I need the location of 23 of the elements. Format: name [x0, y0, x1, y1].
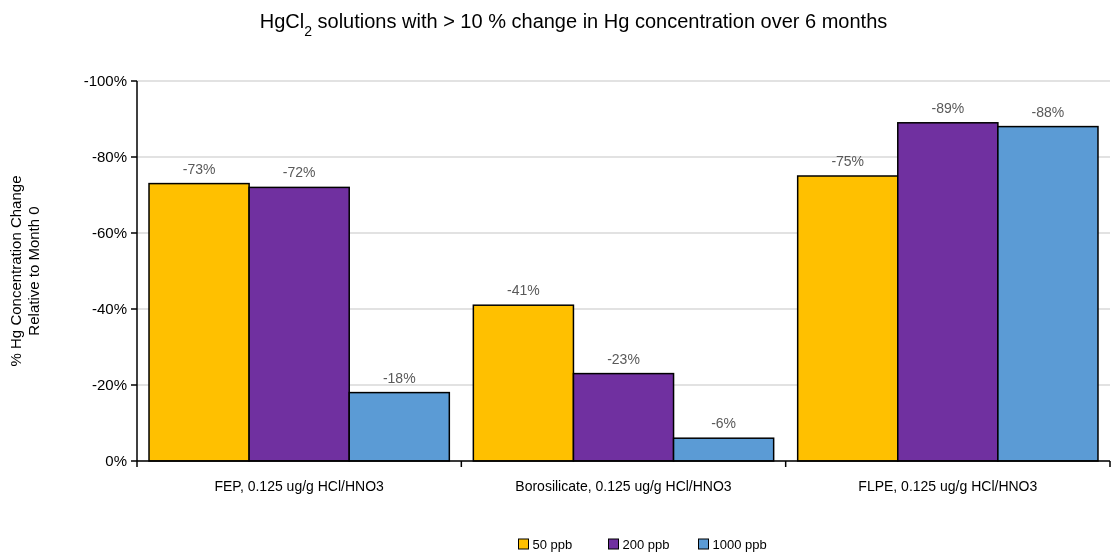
y-tick-label: 0%	[105, 452, 127, 470]
x-tick-label: FEP, 0.125 ug/g HCl/HNO3	[214, 478, 385, 494]
y-tick-label: -40%	[91, 300, 127, 318]
data-label: -18%	[382, 369, 416, 386]
y-tick-label: -80%	[91, 148, 127, 166]
x-tick-label: Borosilicate, 0.125 ug/g HCl/HNO3	[515, 478, 732, 494]
x-tick-label: FLPE, 0.125 ug/g HCl/HNO3	[858, 478, 1038, 494]
legend-label: 1000 ppb	[712, 536, 767, 552]
data-label: -72%	[282, 164, 316, 181]
data-label: -73%	[182, 160, 216, 177]
y-tick-label: -60%	[91, 224, 127, 242]
y-tick-label: -20%	[91, 376, 127, 394]
legend-label: 200 ppb	[622, 536, 670, 552]
y-axis-title: % Hg Concentration Change Relative to Month 0	[7, 175, 42, 367]
data-label: -23%	[607, 350, 640, 367]
data-label: -75%	[831, 153, 865, 169]
data-label: -88%	[1031, 103, 1065, 120]
legend-label: 50 ppb	[532, 536, 573, 552]
data-label: -6%	[711, 415, 737, 432]
chart-title: HgCl$_{2}$ solutions with > 10 % change in Hg concentration over 6 months	[259, 10, 888, 39]
y-tick-label: -100%	[83, 72, 127, 90]
data-label: -89%	[931, 99, 965, 116]
data-label: -41%	[507, 282, 540, 299]
